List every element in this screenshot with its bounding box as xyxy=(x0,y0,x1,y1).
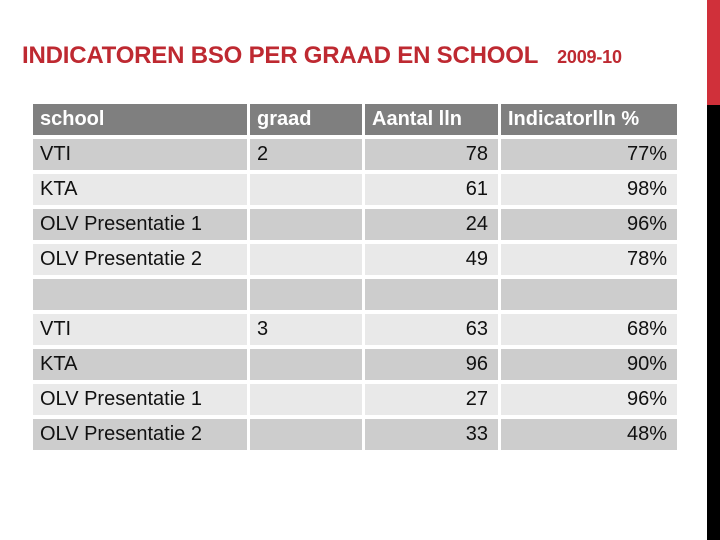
cell-aantal-lln: 33 xyxy=(365,419,498,450)
cell-graad xyxy=(250,349,362,380)
cell-aantal-lln: 27 xyxy=(365,384,498,415)
cell-graad xyxy=(250,209,362,240)
table-row: VTI 3 63 68% xyxy=(33,314,677,345)
cell-aantal-lln: 63 xyxy=(365,314,498,345)
cell-school: VTI xyxy=(33,139,247,170)
cell-indicator-pct: 96% xyxy=(501,209,677,240)
page-title: INDICATOREN BSO PER GRAAD EN SCHOOL 2009… xyxy=(22,42,622,70)
cell-school: KTA xyxy=(33,174,247,205)
cell-school: KTA xyxy=(33,349,247,380)
table-row: KTA 61 98% xyxy=(33,174,677,205)
cell-graad xyxy=(250,244,362,275)
col-header-aantal-lln: Aantal lln xyxy=(365,104,498,135)
cell-graad: 2 xyxy=(250,139,362,170)
cell-school: OLV Presentatie 1 xyxy=(33,384,247,415)
cell-graad xyxy=(250,279,362,310)
cell-indicator-pct: 48% xyxy=(501,419,677,450)
page-title-year: 2009-10 xyxy=(557,47,622,67)
cell-indicator-pct xyxy=(501,279,677,310)
edge-accent-red-bar xyxy=(707,0,720,105)
cell-school xyxy=(33,279,247,310)
cell-aantal-lln: 78 xyxy=(365,139,498,170)
cell-graad: 3 xyxy=(250,314,362,345)
table-row: VTI 2 78 77% xyxy=(33,139,677,170)
cell-school: VTI xyxy=(33,314,247,345)
cell-indicator-pct: 90% xyxy=(501,349,677,380)
col-header-graad: graad xyxy=(250,104,362,135)
cell-aantal-lln: 49 xyxy=(365,244,498,275)
cell-school: OLV Presentatie 2 xyxy=(33,244,247,275)
page-title-text: INDICATOREN BSO PER GRAAD EN SCHOOL xyxy=(22,42,538,69)
table-row xyxy=(33,279,677,310)
cell-graad xyxy=(250,384,362,415)
cell-indicator-pct: 68% xyxy=(501,314,677,345)
edge-accent-black-bar xyxy=(707,105,720,540)
cell-indicator-pct: 78% xyxy=(501,244,677,275)
cell-indicator-pct: 77% xyxy=(501,139,677,170)
table-row: OLV Presentatie 2 49 78% xyxy=(33,244,677,275)
cell-school: OLV Presentatie 2 xyxy=(33,419,247,450)
cell-aantal-lln xyxy=(365,279,498,310)
table-header-row: school graad Aantal lln Indicatorlln % xyxy=(33,104,677,135)
table-row: KTA 96 90% xyxy=(33,349,677,380)
cell-indicator-pct: 96% xyxy=(501,384,677,415)
cell-school: OLV Presentatie 1 xyxy=(33,209,247,240)
cell-aantal-lln: 96 xyxy=(365,349,498,380)
cell-aantal-lln: 24 xyxy=(365,209,498,240)
table-row: OLV Presentatie 1 24 96% xyxy=(33,209,677,240)
cell-graad xyxy=(250,174,362,205)
table-row: OLV Presentatie 2 33 48% xyxy=(33,419,677,450)
cell-indicator-pct: 98% xyxy=(501,174,677,205)
indicator-table: school graad Aantal lln Indicatorlln % V… xyxy=(33,104,677,454)
col-header-indicator-pct: Indicatorlln % xyxy=(501,104,677,135)
cell-aantal-lln: 61 xyxy=(365,174,498,205)
table-row: OLV Presentatie 1 27 96% xyxy=(33,384,677,415)
col-header-school: school xyxy=(33,104,247,135)
cell-graad xyxy=(250,419,362,450)
table-body: VTI 2 78 77% KTA 61 98% OLV Presentatie 1 24 96% O… xyxy=(33,139,677,450)
